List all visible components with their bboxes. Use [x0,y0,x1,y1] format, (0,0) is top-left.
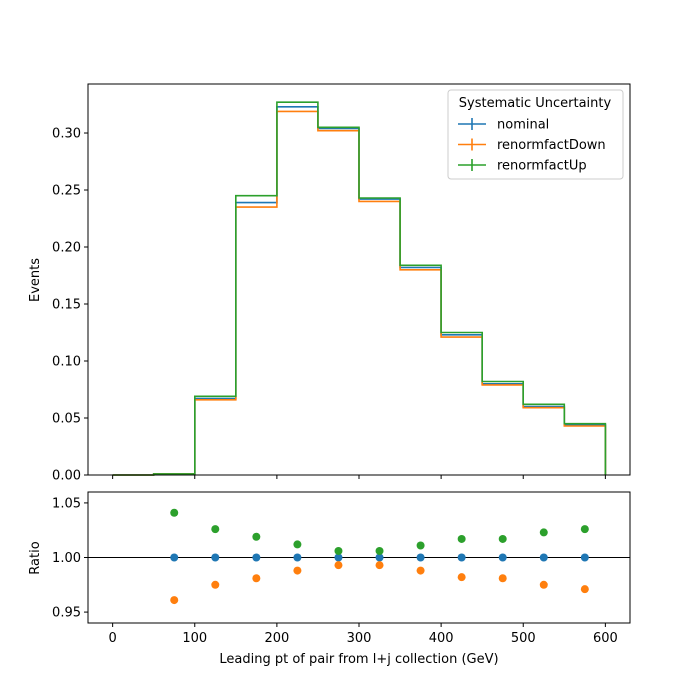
legend-label-renormfactUp: renormfactUp [497,159,587,174]
ratio-point-renormfactUp [170,508,179,517]
x-tick-label: 600 [593,631,618,646]
top-marks [112,101,607,476]
ratio-point-renormfactUp [539,528,548,537]
series-line-renormfactUp [112,101,607,476]
x-tick-label: 200 [264,631,289,646]
legend-label-nominal: nominal [497,118,549,133]
ratio-point-nominal [375,553,384,562]
ratio-point-renormfactUp [211,525,220,534]
x-tick-label: 100 [182,631,207,646]
x-axis-label: Leading pt of pair from l+j collection (… [219,652,498,667]
ratio-point-renormfactUp [416,541,425,550]
legend-box [447,89,624,180]
ratio-point-renormfactUp [252,532,261,541]
top-x-ticks [112,475,606,479]
top-plot-frame [87,83,631,476]
x-tick-label: 400 [429,631,454,646]
ratio-point-renormfactUp [293,540,302,549]
x-tick-label: 0 [108,631,116,646]
bottom-x-ticks: 0 100 200 300 400 500 600 [108,623,618,646]
ratio-point-renormfactDown [539,580,548,589]
top-y-tick-label: 0.15 [52,298,81,313]
ratio-point-renormfactDown [498,574,507,583]
top-y-tick-label: 0.20 [52,241,81,256]
bottom-marks [170,508,589,605]
ratio-point-renormfactDown [457,573,466,582]
ratio-point-renormfactUp [580,525,589,534]
ratio-point-nominal [170,553,179,562]
top-y-tick-label: 0.30 [52,127,81,142]
top-y-axis-label: Events [28,258,43,302]
bottom-y-ticks: 0.95 1.00 1.05 [52,496,88,621]
ratio-point-nominal [580,553,589,562]
legend-title: Systematic Uncertainty [459,96,612,111]
top-y-tick-label: 0.00 [52,469,81,484]
bottom-y-tick-label: 1.00 [52,551,81,566]
ratio-point-renormfactDown [416,566,425,575]
top-y-tick-label: 0.10 [52,355,81,370]
ratio-point-nominal [293,553,302,562]
bottom-panel: 0.95 1.00 1.05 0 100 200 300 400 500 600 Ratio [28,491,631,646]
ratio-point-nominal [457,553,466,562]
top-panel: 0.00 0.05 0.10 0.15 0.20 0.25 0.30 Events Syst… [28,83,631,484]
ratio-point-renormfactUp [375,546,384,555]
ratio-point-renormfactDown [211,580,220,589]
x-tick-label: 500 [511,631,536,646]
ratio-point-renormfactUp [334,546,343,555]
legend: Systematic Uncertainty nominal renormfact… [447,89,624,180]
bottom-plot-frame [87,491,631,624]
ratio-point-nominal [252,553,261,562]
ratio-point-renormfactDown [580,585,589,594]
ratio-point-renormfactUp [457,534,466,543]
top-y-tick-label: 0.25 [52,184,81,199]
legend-items: nominal renormfactDown renormfactUp [458,118,606,174]
ratio-point-renormfactDown [170,596,179,605]
bottom-y-tick-label: 1.05 [52,496,81,511]
ratio-point-renormfactUp [498,534,507,543]
top-y-tick-label: 0.05 [52,412,81,427]
x-tick-label: 300 [347,631,372,646]
ratio-point-renormfactDown [375,561,384,570]
legend-label-renormfactDown: renormfactDown [497,138,606,153]
ratio-point-renormfactDown [293,566,302,575]
top-y-ticks: 0.00 0.05 0.10 0.15 0.20 0.25 0.30 [52,127,88,484]
ratio-point-nominal [211,553,220,562]
ratio-point-nominal [498,553,507,562]
bottom-y-axis-label: Ratio [28,541,43,574]
ratio-point-nominal [416,553,425,562]
ratio-point-nominal [539,553,548,562]
ratio-point-renormfactDown [334,561,343,570]
ratio-point-nominal [334,553,343,562]
bottom-y-tick-label: 0.95 [52,606,81,621]
ratio-point-renormfactDown [252,574,261,583]
